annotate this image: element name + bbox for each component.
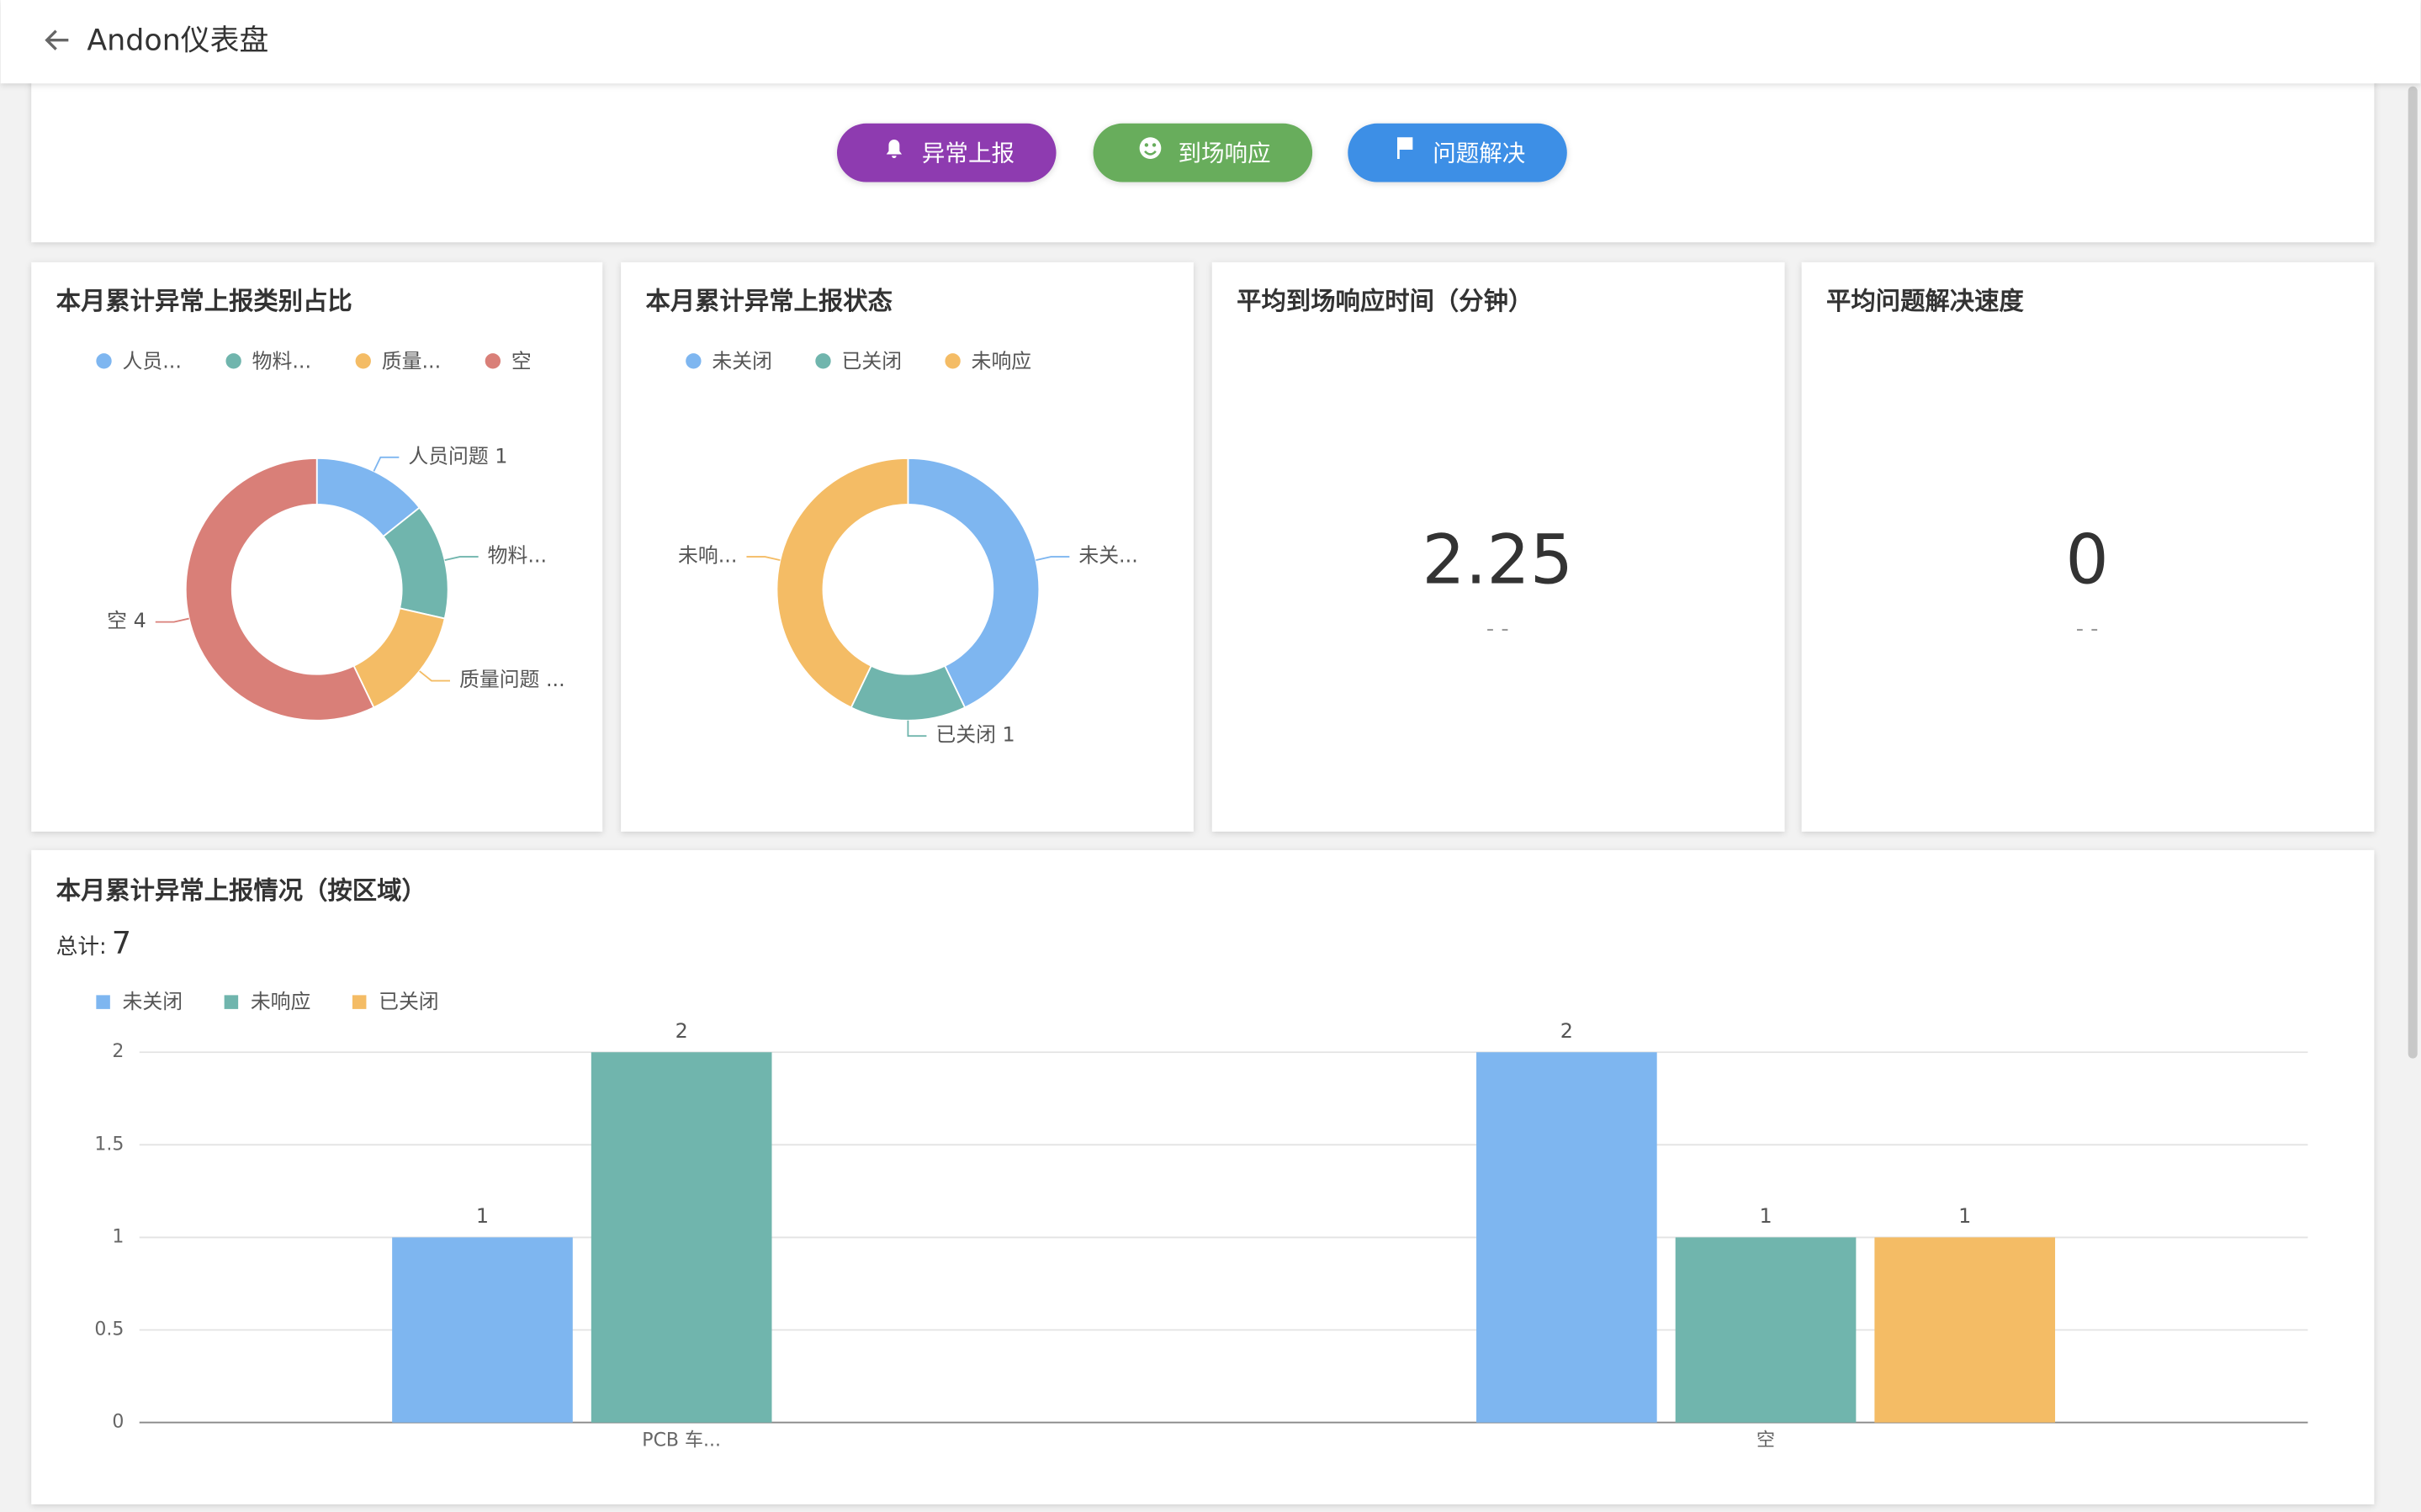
- legend-swatch[interactable]: [485, 353, 501, 369]
- bar-value-label: 1: [476, 1204, 489, 1228]
- label-line: [746, 556, 781, 562]
- card: [1211, 262, 1785, 832]
- card: [31, 262, 603, 832]
- bar[interactable]: [392, 1237, 573, 1423]
- y-tick-label: 1.5: [94, 1134, 124, 1155]
- bar-value-label: 1: [1759, 1204, 1772, 1228]
- legend-swatch[interactable]: [224, 995, 239, 1009]
- x-tick-label: PCB 车...: [642, 1430, 721, 1451]
- header-title: Andon仪表盘: [87, 24, 268, 58]
- legend-label[interactable]: 已关闭: [842, 350, 903, 373]
- legend-label[interactable]: 已关闭: [379, 990, 439, 1013]
- label-line: [444, 556, 479, 562]
- chart-title: 本月累计异常上报状态: [646, 287, 893, 315]
- pie-slice: [776, 457, 909, 709]
- y-tick-label: 1: [112, 1226, 124, 1247]
- bar[interactable]: [1675, 1237, 1857, 1423]
- bar-value-label: 2: [675, 1019, 688, 1043]
- label-line: [155, 617, 189, 623]
- total-label: 总计:: [56, 934, 107, 960]
- card: [1801, 262, 2375, 832]
- button-icon: [1144, 143, 1149, 147]
- legend-swatch[interactable]: [96, 353, 112, 369]
- button-icon: [1152, 143, 1157, 147]
- action-button[interactable]: [837, 123, 1057, 182]
- legend-label[interactable]: 未关闭: [712, 350, 772, 373]
- button-label: 到场响应: [1178, 140, 1270, 167]
- legend-swatch[interactable]: [96, 995, 110, 1009]
- bar[interactable]: [1476, 1052, 1657, 1423]
- label-line: [1036, 556, 1070, 562]
- stat-title: 平均到场响应时间（分钟）: [1237, 287, 1533, 315]
- label-line: [907, 720, 927, 737]
- label-line: [419, 670, 450, 682]
- legend-label[interactable]: 人员...: [123, 350, 182, 373]
- chart-title: 本月累计异常上报类别占比: [56, 287, 352, 315]
- legend-label[interactable]: 空: [511, 350, 532, 373]
- slice-label: 质量问题 ...: [459, 668, 565, 691]
- legend-swatch[interactable]: [815, 353, 831, 369]
- slice-label: 未响...: [678, 544, 737, 568]
- stat-value: 0: [2065, 521, 2108, 600]
- legend-label[interactable]: 质量...: [382, 350, 441, 373]
- button-icon: [1396, 137, 1413, 159]
- slice-label: 人员问题 1: [408, 444, 507, 468]
- chart-title: 本月累计异常上报情况（按区域）: [56, 876, 426, 905]
- bar[interactable]: [1874, 1237, 2056, 1423]
- legend-label[interactable]: 未关闭: [123, 990, 183, 1013]
- total-value: 7: [112, 924, 131, 960]
- button-icon: [1139, 137, 1162, 159]
- slice-label: 未关...: [1078, 544, 1137, 568]
- stat-sub: - -: [2076, 616, 2099, 642]
- x-tick-label: 空: [1756, 1430, 1775, 1451]
- pie-slice: [850, 664, 967, 722]
- header-bar: [0, 0, 2421, 84]
- pie-slice: [184, 457, 375, 722]
- label-line: [373, 456, 400, 472]
- back-button[interactable]: [45, 29, 69, 50]
- y-tick-label: 2: [112, 1041, 124, 1062]
- bar-value-label: 1: [1958, 1204, 1971, 1228]
- legend-swatch[interactable]: [355, 353, 371, 369]
- stat-value: 2.25: [1422, 521, 1573, 600]
- y-tick-label: 0: [112, 1412, 124, 1433]
- legend-swatch[interactable]: [352, 995, 367, 1009]
- legend-label[interactable]: 物料...: [252, 350, 311, 373]
- scrollbar[interactable]: [2408, 86, 2418, 1059]
- button-icon: [886, 140, 903, 159]
- legend-label[interactable]: 未响应: [972, 350, 1032, 373]
- bar[interactable]: [591, 1052, 772, 1423]
- slice-label: 物料...: [488, 544, 547, 568]
- slice-label: 已关闭 1: [935, 723, 1014, 747]
- legend-swatch[interactable]: [686, 353, 702, 369]
- legend-swatch[interactable]: [945, 353, 961, 369]
- legend-label[interactable]: 未响应: [251, 990, 311, 1013]
- stat-sub: - -: [1486, 616, 1509, 642]
- button-label: 异常上报: [922, 140, 1014, 167]
- button-icon: [1144, 150, 1157, 156]
- bar-value-label: 2: [1560, 1019, 1573, 1043]
- stat-title: 平均问题解决速度: [1826, 287, 2024, 315]
- y-tick-label: 0.5: [94, 1319, 124, 1340]
- button-label: 问题解决: [1433, 140, 1525, 167]
- legend-swatch[interactable]: [225, 353, 241, 369]
- slice-label: 空 4: [107, 609, 146, 632]
- pie-slice: [907, 457, 1041, 709]
